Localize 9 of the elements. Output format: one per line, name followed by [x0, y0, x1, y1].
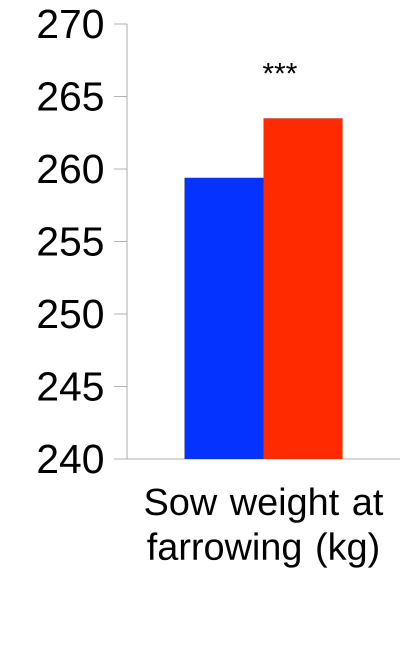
y-tick-label: 265: [38, 82, 103, 111]
y-tick-label: 245: [38, 372, 103, 401]
y-tick-label: 255: [38, 227, 103, 256]
y-tick-label: 250: [38, 300, 103, 328]
y-tick-label: 260: [38, 154, 103, 184]
annotation: ***: [262, 62, 297, 74]
y-tick-label: 240: [38, 444, 103, 474]
y-tick-label: 270: [38, 10, 103, 38]
x-tick-label: Sow weight at farrowing (kg): [145, 488, 384, 568]
